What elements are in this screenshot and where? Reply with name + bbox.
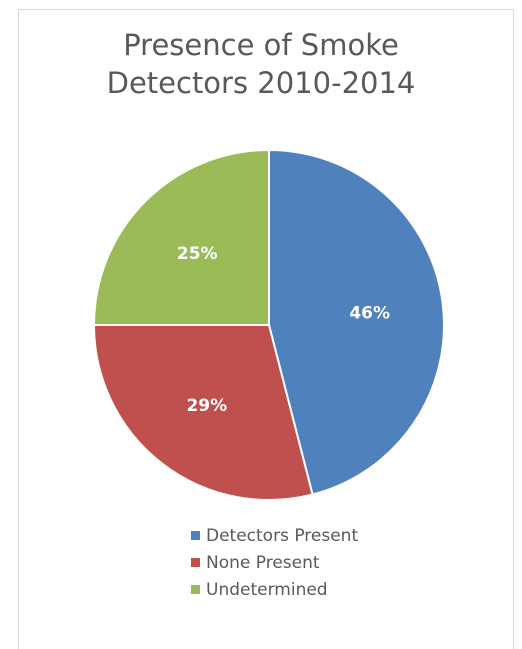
data-label-none-present: 29% bbox=[186, 396, 227, 416]
legend-item-detectors-present: Detectors Present bbox=[191, 522, 358, 549]
legend-item-none-present: None Present bbox=[191, 549, 358, 576]
pie-chart: 46% 29% 25% bbox=[93, 149, 445, 501]
legend-item-undetermined: Undetermined bbox=[191, 576, 358, 603]
pie-slice-undetermined bbox=[93, 149, 270, 326]
pie-slice-detectors-present bbox=[268, 149, 445, 496]
legend-swatch bbox=[191, 558, 200, 567]
legend-label: Undetermined bbox=[206, 579, 328, 600]
chart-title: Presence of Smoke Detectors 2010-2014 bbox=[106, 28, 416, 100]
pie-slice-none-present bbox=[93, 324, 314, 501]
data-label-detectors-present: 46% bbox=[349, 303, 390, 323]
legend-label: None Present bbox=[206, 552, 320, 573]
legend-swatch bbox=[191, 585, 200, 594]
data-label-undetermined: 25% bbox=[177, 244, 218, 264]
chart-legend: Detectors Present None Present Undetermi… bbox=[191, 522, 358, 603]
legend-swatch bbox=[191, 531, 200, 540]
legend-label: Detectors Present bbox=[206, 525, 359, 546]
